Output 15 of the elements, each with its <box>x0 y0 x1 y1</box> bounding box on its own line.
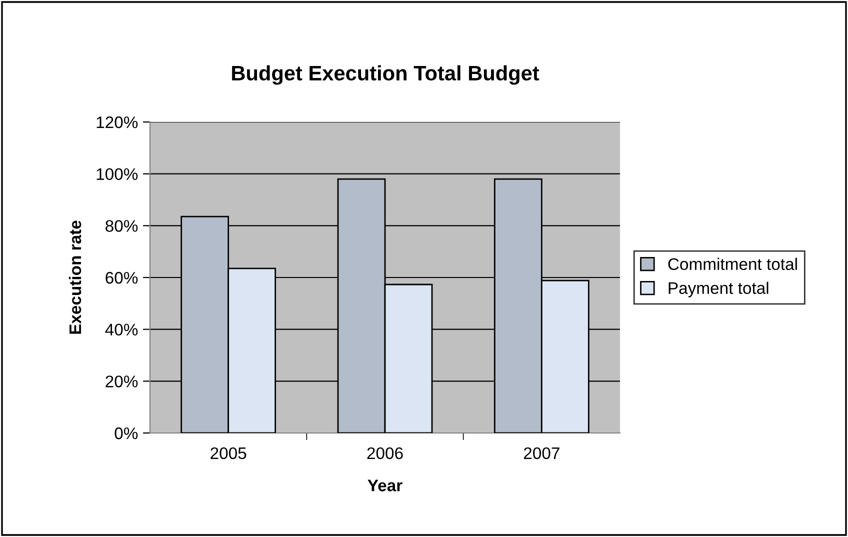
y-tick-label: 80% <box>106 220 138 232</box>
chart-title: Budget Execution Total Budget <box>232 65 540 85</box>
y-tick-label: 20% <box>106 376 138 388</box>
y-tick-label: 120% <box>96 116 138 128</box>
y-tick-label: 0% <box>114 427 138 440</box>
y-axis-title: Execution rate <box>68 220 82 334</box>
y-tick-label: 100% <box>96 168 138 180</box>
x-tick-label: 2005 <box>210 447 246 460</box>
legend-label: Commitment total <box>668 258 797 270</box>
legend-label: Payment total <box>668 282 768 298</box>
y-tick-label: 40% <box>105 324 138 336</box>
x-axis-title: Year <box>368 480 402 492</box>
y-tick-label: 60% <box>106 272 138 284</box>
x-tick-label: 2006 <box>367 447 403 460</box>
x-tick-label: 2007 <box>524 447 560 460</box>
